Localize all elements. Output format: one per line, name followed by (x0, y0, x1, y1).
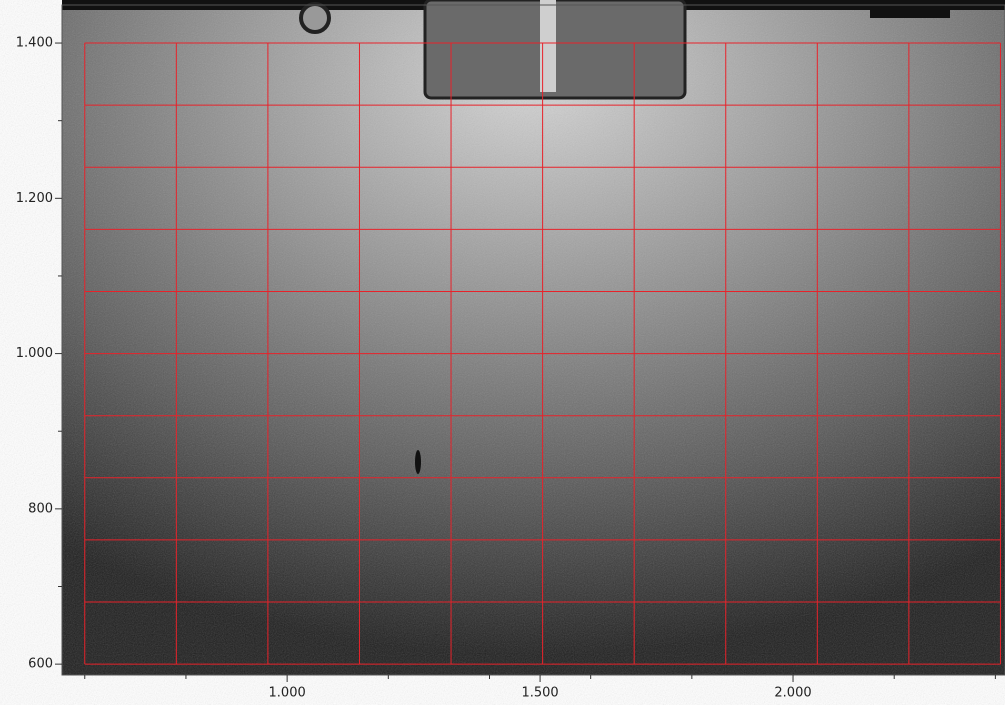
y-tick-label: 800 (28, 501, 53, 516)
y-tick-label: 1.200 (16, 191, 53, 206)
x-tick-label: 1.500 (521, 686, 558, 701)
y-tick-label: 600 (28, 657, 53, 672)
y-tick-label: 1.400 (16, 36, 53, 51)
x-tick-label: 2.000 (774, 686, 811, 701)
photo (62, 0, 1005, 675)
y-tick-label: 1.000 (16, 346, 53, 361)
chart: 1.000 1.500 2.000 600 800 1.000 1.200 1.400 (0, 0, 1005, 705)
x-tick-label: 1.000 (269, 686, 306, 701)
